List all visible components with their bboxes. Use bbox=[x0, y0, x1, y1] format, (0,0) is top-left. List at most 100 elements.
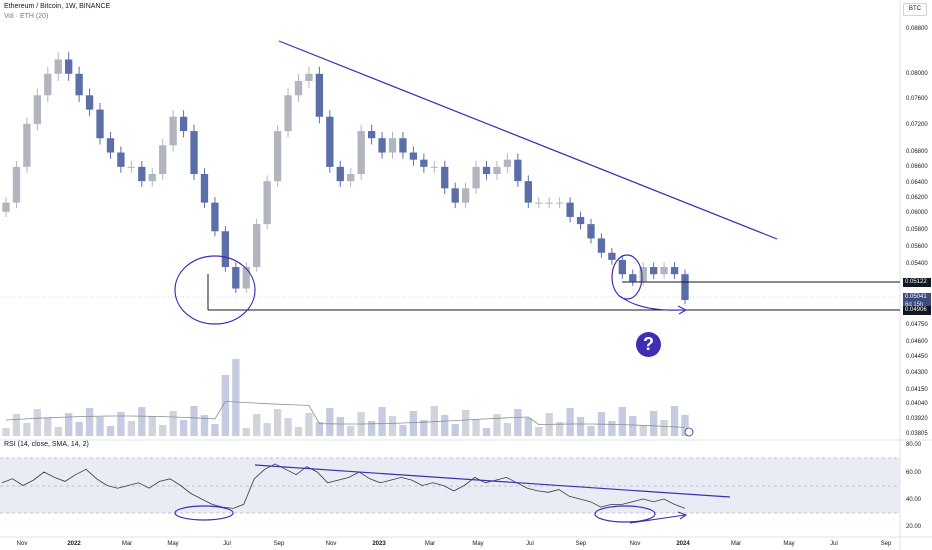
candle bbox=[430, 166, 438, 168]
candle bbox=[545, 202, 553, 204]
volume-bar bbox=[566, 408, 574, 436]
rsi-trendline bbox=[254, 464, 731, 498]
price-tick-label: 0.04300 bbox=[906, 370, 928, 376]
candle bbox=[44, 73, 52, 96]
volume-bar bbox=[232, 359, 240, 436]
price-tick-label: 0.05400 bbox=[906, 261, 928, 267]
volume-bar bbox=[326, 408, 334, 436]
time-tick-label: Sep bbox=[881, 541, 892, 547]
candle bbox=[138, 166, 146, 182]
volume-bar bbox=[420, 420, 428, 436]
volume-bar bbox=[273, 409, 282, 436]
candle bbox=[106, 138, 115, 153]
volume-bar bbox=[96, 417, 104, 436]
candle bbox=[85, 95, 94, 110]
rsi-tick-label: 60.00 bbox=[906, 470, 922, 476]
currency-button[interactable]: BTC bbox=[903, 3, 927, 16]
candle bbox=[524, 181, 532, 203]
volume-bar bbox=[409, 411, 418, 436]
price-tick-label: 0.03920 bbox=[906, 416, 928, 422]
time-tick-label: May bbox=[167, 541, 178, 547]
candle bbox=[576, 216, 585, 225]
price-tick-label: 0.06000 bbox=[906, 210, 928, 216]
rsi-legend: RSI (14, close, SMA, 14, 2) bbox=[4, 441, 89, 448]
candle bbox=[326, 116, 334, 167]
candle bbox=[493, 166, 501, 174]
candle bbox=[441, 166, 449, 189]
volume-bar bbox=[242, 428, 250, 436]
rsi-circle-right bbox=[594, 505, 656, 523]
volume-bar bbox=[618, 407, 626, 436]
volume-bar bbox=[106, 426, 115, 436]
price-label-last: 0.05041 bbox=[903, 293, 931, 302]
candle bbox=[367, 131, 376, 139]
arrow-annotation-rsi bbox=[629, 511, 688, 524]
volume-bar bbox=[472, 419, 480, 436]
rsi-circle-left bbox=[174, 505, 234, 521]
volume-bar bbox=[2, 428, 10, 436]
volume-bar bbox=[670, 406, 679, 436]
volume-bar bbox=[23, 423, 31, 436]
volume-bar bbox=[587, 426, 595, 436]
price-tick-label: 0.04040 bbox=[906, 401, 928, 407]
price-tick-label: 0.04150 bbox=[906, 387, 928, 393]
candle bbox=[159, 145, 167, 174]
candle bbox=[503, 159, 512, 167]
volume-bar bbox=[54, 427, 62, 436]
candle bbox=[284, 95, 292, 132]
volume-bar bbox=[524, 418, 532, 436]
price-tick-label: 0.06600 bbox=[906, 164, 928, 170]
price-tick-label: 0.07200 bbox=[906, 122, 928, 128]
candle bbox=[597, 238, 606, 253]
price-tick-label: 0.05600 bbox=[906, 244, 928, 250]
volume-bar bbox=[44, 418, 52, 436]
candle bbox=[263, 181, 271, 225]
price-tick-label: 0.04750 bbox=[906, 322, 928, 328]
price-tick-label: 0.05800 bbox=[906, 227, 928, 233]
time-tick-label: May bbox=[472, 541, 483, 547]
candle bbox=[681, 274, 689, 300]
candle bbox=[388, 138, 397, 153]
candle bbox=[169, 116, 177, 146]
volume-bar bbox=[399, 425, 407, 436]
time-tick-label: May bbox=[783, 541, 794, 547]
volume-bar bbox=[451, 424, 459, 436]
volume-bar bbox=[576, 417, 585, 436]
candle bbox=[378, 138, 386, 153]
volume-bar bbox=[482, 428, 491, 436]
candle bbox=[629, 274, 637, 282]
rsi-tick-label: 80.00 bbox=[906, 442, 922, 448]
candle bbox=[461, 188, 470, 203]
candle bbox=[75, 73, 83, 96]
volume-bar bbox=[681, 415, 689, 436]
volume-bar bbox=[159, 425, 167, 436]
volume-bar bbox=[493, 414, 501, 436]
volume-bar bbox=[367, 421, 376, 436]
time-tick-label: Sep bbox=[274, 541, 285, 547]
candle bbox=[347, 174, 355, 182]
candle bbox=[451, 188, 459, 203]
volume-bar bbox=[535, 427, 543, 436]
volume-bar bbox=[12, 414, 21, 436]
volume-bar bbox=[211, 424, 219, 436]
candle bbox=[2, 202, 10, 212]
time-tick-label: 2024 bbox=[676, 541, 690, 547]
candle bbox=[315, 73, 324, 117]
candle bbox=[54, 59, 62, 74]
candle bbox=[253, 224, 261, 268]
countdown-label: 6d 15h bbox=[903, 301, 931, 310]
candle bbox=[420, 159, 428, 167]
volume-bar bbox=[555, 422, 564, 436]
volume-bar bbox=[200, 415, 209, 436]
price-tick-label: 0.06400 bbox=[906, 180, 928, 186]
volume-bar bbox=[461, 410, 470, 436]
candle bbox=[555, 202, 564, 204]
candle bbox=[670, 267, 679, 275]
price-tick-label: 0.06200 bbox=[906, 195, 928, 201]
time-tick-label: Jul bbox=[830, 541, 838, 547]
descending-trendline bbox=[278, 40, 778, 240]
price-tick-label: 0.03805 bbox=[906, 431, 928, 437]
volume-bar bbox=[639, 425, 647, 436]
price-tick-label: 0.04450 bbox=[906, 354, 928, 360]
